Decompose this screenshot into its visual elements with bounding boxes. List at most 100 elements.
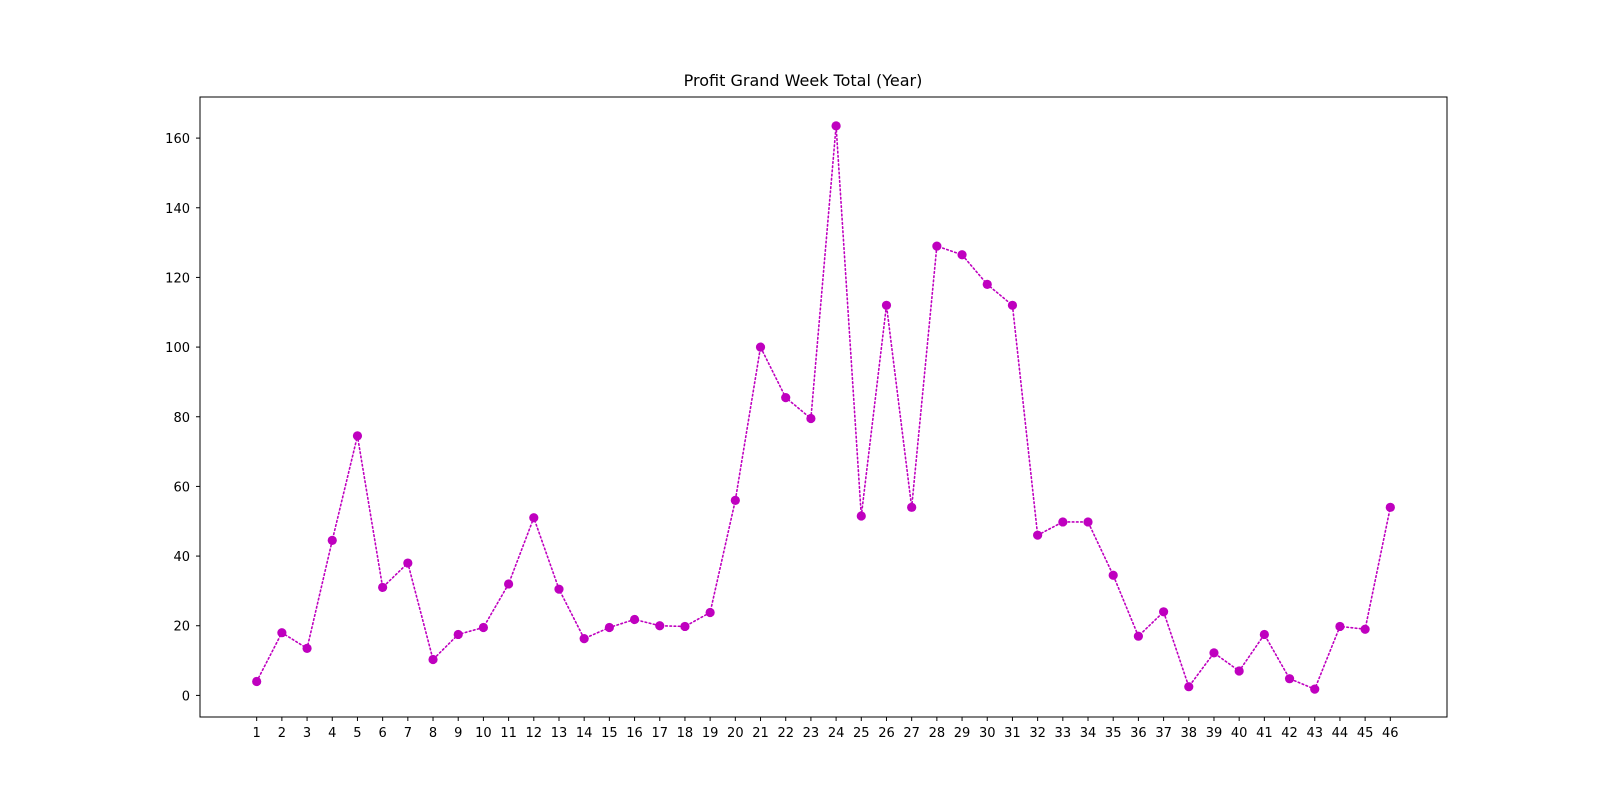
data-point xyxy=(629,614,640,625)
data-point xyxy=(529,513,539,523)
y-axis: 0 20 40 60 80 100 120 140 160 xyxy=(165,132,200,704)
x-tick-label: 15 xyxy=(601,726,618,741)
data-point xyxy=(1184,682,1194,692)
x-tick-label: 27 xyxy=(903,726,920,741)
x-tick-label: 1 xyxy=(253,726,261,741)
data-point xyxy=(1007,300,1018,310)
x-tick-label: 13 xyxy=(551,726,568,741)
data-point xyxy=(881,300,892,310)
x-tick-label: 32 xyxy=(1029,726,1046,741)
x-tick-label: 24 xyxy=(828,726,845,741)
data-point xyxy=(1335,621,1345,632)
x-tick-label: 41 xyxy=(1256,726,1273,741)
data-point xyxy=(806,413,816,424)
data-point xyxy=(680,621,690,632)
y-tick-label: 100 xyxy=(165,341,190,356)
data-point xyxy=(1058,517,1068,527)
x-tick-label: 9 xyxy=(454,726,462,741)
x-tick-label: 5 xyxy=(353,726,361,741)
x-tick-label: 8 xyxy=(429,726,437,741)
data-point xyxy=(831,121,841,131)
data-point xyxy=(378,582,388,593)
x-tick-label: 21 xyxy=(752,726,769,741)
plot-frame xyxy=(199,96,1448,718)
x-tick-label: 37 xyxy=(1155,726,1172,741)
data-point xyxy=(730,495,740,505)
series-layer xyxy=(252,121,1395,694)
data-point xyxy=(982,279,992,289)
x-tick-label: 22 xyxy=(777,726,794,741)
data-point xyxy=(932,241,942,251)
y-tick-label: 0 xyxy=(182,689,190,704)
data-point xyxy=(655,621,665,631)
x-tick-label: 34 xyxy=(1080,726,1097,741)
data-point xyxy=(781,392,791,403)
y-tick-label: 160 xyxy=(165,132,190,147)
data-point xyxy=(327,535,337,546)
chart-title: Profit Grand Week Total (Year) xyxy=(684,71,923,90)
data-point xyxy=(579,634,589,644)
x-tick-label: 17 xyxy=(651,726,668,741)
y-tick-label: 40 xyxy=(173,550,190,565)
data-point xyxy=(478,622,489,633)
x-tick-label: 36 xyxy=(1130,726,1147,741)
x-tick-label: 6 xyxy=(379,726,387,741)
x-tick-label: 44 xyxy=(1332,726,1349,741)
x-axis: 1 2 3 4 5 6 7 8 9 10 11 12 13 14 15 16 17 18 19 20 21 22 23 24 2… xyxy=(253,717,1399,741)
x-tick-label: 3 xyxy=(303,726,311,741)
y-tick-label: 120 xyxy=(165,271,190,286)
x-tick-label: 11 xyxy=(500,726,517,741)
data-point xyxy=(1360,624,1370,634)
data-point xyxy=(1083,517,1093,527)
x-tick-label: 18 xyxy=(677,726,694,741)
data-point xyxy=(1385,502,1395,512)
data-point xyxy=(1133,631,1143,641)
data-point xyxy=(302,643,312,653)
x-tick-label: 39 xyxy=(1206,726,1223,741)
x-tick-label: 45 xyxy=(1357,726,1374,741)
y-tick-label: 60 xyxy=(173,480,190,495)
x-tick-label: 26 xyxy=(878,726,895,741)
data-point xyxy=(1259,629,1269,640)
x-tick-label: 42 xyxy=(1281,726,1298,741)
x-tick-label: 20 xyxy=(727,726,744,741)
data-point xyxy=(755,342,766,352)
data-point xyxy=(1033,530,1043,540)
data-point xyxy=(403,558,413,568)
x-tick-label: 33 xyxy=(1055,726,1072,741)
data-point xyxy=(856,511,866,521)
data-point xyxy=(504,579,514,589)
y-tick-label: 20 xyxy=(173,620,190,635)
data-point xyxy=(453,629,463,640)
data-point xyxy=(252,676,262,687)
data-point xyxy=(1310,684,1320,694)
data-point xyxy=(604,622,614,633)
x-tick-label: 35 xyxy=(1105,726,1122,741)
data-point xyxy=(352,431,363,441)
x-tick-label: 2 xyxy=(278,726,286,741)
x-tick-label: 7 xyxy=(404,726,412,741)
data-point xyxy=(1234,666,1244,676)
data-point xyxy=(277,628,287,638)
x-tick-label: 38 xyxy=(1181,726,1198,741)
data-point xyxy=(907,502,917,512)
data-point xyxy=(1284,674,1295,684)
x-tick-label: 25 xyxy=(853,726,870,741)
series-line xyxy=(255,125,1392,691)
x-tick-label: 14 xyxy=(576,726,593,741)
data-point xyxy=(428,654,438,665)
data-point xyxy=(1108,570,1118,580)
y-tick-label: 80 xyxy=(173,411,190,426)
x-tick-label: 40 xyxy=(1231,726,1248,741)
data-point xyxy=(957,250,967,260)
data-point xyxy=(705,607,715,618)
x-tick-label: 16 xyxy=(626,726,643,741)
x-tick-label: 4 xyxy=(328,726,336,741)
data-point xyxy=(1209,648,1219,658)
data-point xyxy=(1158,607,1169,617)
y-tick-label: 140 xyxy=(165,202,190,217)
x-tick-label: 46 xyxy=(1382,726,1399,741)
